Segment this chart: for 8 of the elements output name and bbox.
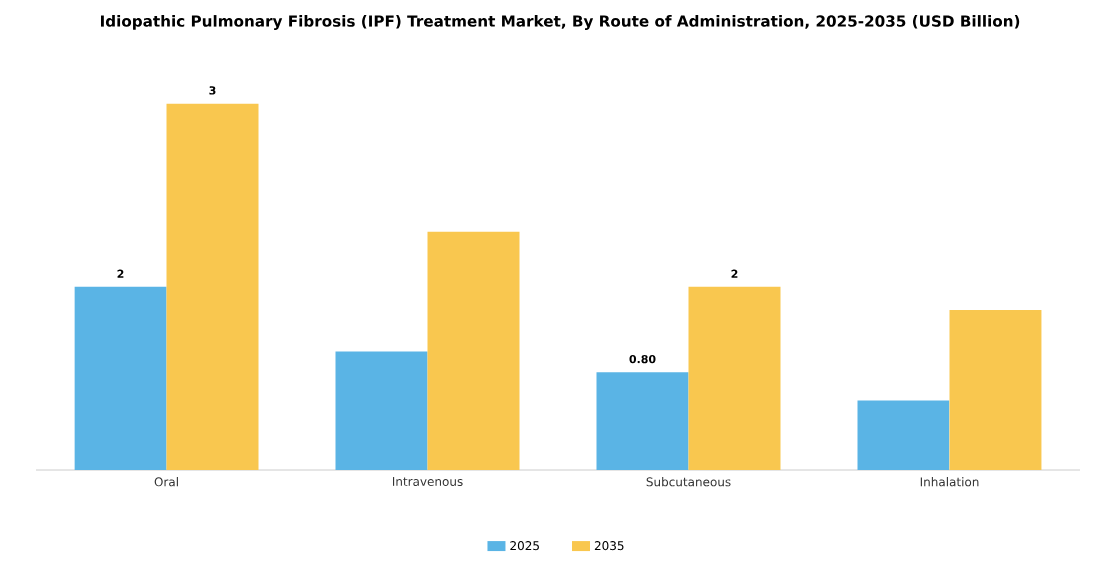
bar [335, 352, 428, 471]
bar [857, 400, 950, 471]
bar [949, 310, 1042, 471]
bar [166, 104, 259, 471]
bar [427, 232, 520, 471]
bar [74, 287, 167, 471]
bar [688, 287, 781, 471]
bar [596, 372, 689, 471]
